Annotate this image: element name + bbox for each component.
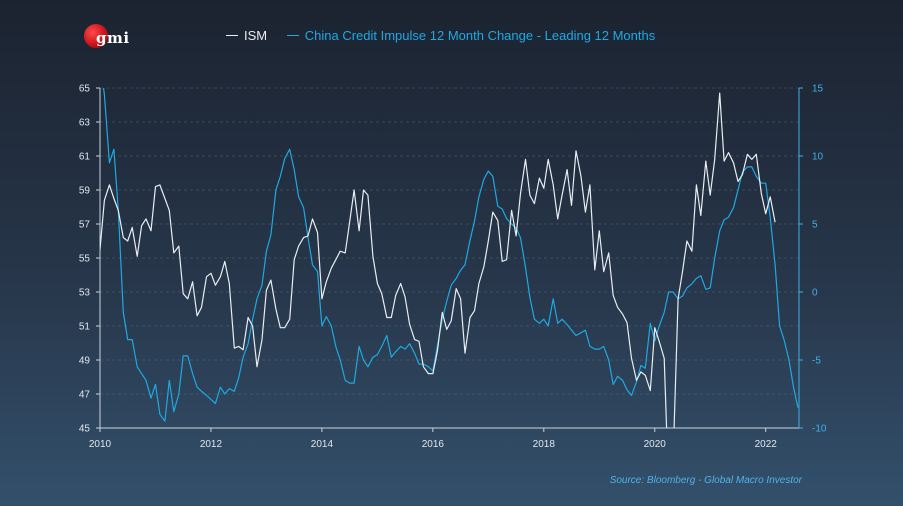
y-left-tick-label: 57 [79,220,91,231]
y-right-tick-label: 15 [812,84,824,95]
y-left-tick-label: 45 [79,424,91,435]
y-left-tick-label: 63 [79,118,91,129]
y-right-tick-label: -5 [812,356,821,367]
legend-swatch-china-credit-impulse [286,34,299,36]
x-tick-label: 2010 [89,439,112,450]
legend-label-ism: ISM [244,27,268,43]
y-left-tick-label: 51 [79,322,91,333]
legend-swatch-ism [226,34,238,36]
legend-item-china-credit-impulse: China Credit Impulse 12 Month Change - L… [286,27,656,43]
gmi-logo: gmi [84,24,144,52]
x-tick-label: 2014 [311,439,334,450]
x-tick-label: 2020 [644,439,667,450]
y-left-tick-label: 53 [79,288,91,299]
source-note: Source: Bloomberg - Global Macro Investo… [609,475,802,486]
x-tick-label: 2012 [200,439,223,450]
y-right-tick-label: 5 [812,220,818,231]
legend-item-ism: ISM [226,28,267,43]
series-line-china-credit-impulse [102,88,799,422]
y-right-tick-label: 10 [812,152,824,163]
x-tick-label: 2018 [533,439,556,450]
y-left-tick-label: 59 [79,186,91,197]
series-line-ism [100,92,776,428]
y-left-tick-label: 65 [79,84,91,95]
x-tick-label: 2022 [755,439,778,450]
series-group [100,88,799,428]
y-left-tick-label: 61 [79,152,91,163]
y-right-tick-label: -10 [812,424,827,435]
x-tick-label: 2016 [422,439,445,450]
y-left-tick-label: 49 [79,356,91,367]
logo-red-globe-icon [84,24,108,48]
y-left-tick-label: 47 [79,390,91,401]
chart-legend: ISM China Credit Impulse 12 Month Change… [226,24,671,43]
y-right-tick-label: 0 [812,288,818,299]
logo-text: gmi [96,29,130,47]
y-left-tick-label: 55 [79,254,91,265]
legend-label-china-credit-impulse: China Credit Impulse 12 Month Change - L… [304,27,656,43]
